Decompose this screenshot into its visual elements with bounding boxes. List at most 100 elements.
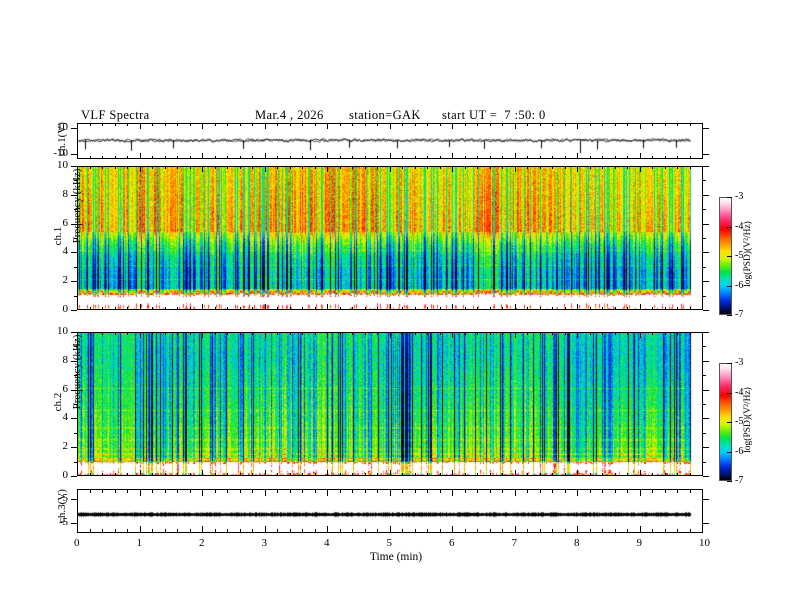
axis-tick [389,526,391,533]
axis-tick [652,166,653,169]
axis-tick [703,447,709,449]
axis-tick [414,332,416,335]
axis-tick [189,473,191,476]
axis-tick [289,473,291,476]
axis-tick [414,473,416,476]
axis-tick [127,332,128,335]
axis-tick [74,238,77,239]
axis-tick [439,529,441,533]
axis-tick [539,166,541,169]
axis-tick [464,332,466,335]
axis-tick [377,307,378,310]
axis-tick [439,489,441,493]
axis-tick-label: 5 [386,537,393,549]
axis-tick-label: 5 [62,491,69,504]
axis-tick [89,529,91,533]
colorbar-tick [727,256,732,257]
axis-tick [139,332,141,338]
ch1-waveform-trace [78,124,702,158]
axis-tick [564,473,566,476]
axis-tick [564,156,566,159]
axis-tick [703,266,706,268]
axis-tick [614,529,616,533]
axis-tick [74,461,77,463]
axis-tick [689,156,691,159]
axis-tick [189,123,191,126]
colorbar-tick [727,422,732,423]
axis-tick [364,332,366,335]
axis-tick [577,166,578,172]
axis-tick [74,209,77,211]
axis-tick [602,307,603,310]
axis-tick [77,123,78,129]
axis-tick [539,473,541,476]
axis-tick [339,473,341,476]
axis-tick [389,123,391,129]
axis-tick [414,123,416,126]
axis-tick [489,307,491,310]
axis-tick [514,470,516,476]
axis-tick [564,332,566,335]
axis-tick [452,489,453,496]
axis-tick [352,166,353,169]
colorbar-tick-label: -3 [735,357,744,368]
axis-tick [164,156,166,159]
axis-tick [264,526,266,533]
axis-tick-label: 0 [74,537,80,549]
axis-tick [614,473,616,476]
axis-tick [702,489,703,496]
axis-tick [239,473,241,476]
axis-tick [702,332,703,338]
axis-tick [102,156,103,159]
axis-tick [552,123,553,126]
axis-tick [703,223,709,225]
axis-tick [614,156,616,159]
axis-tick [102,489,103,493]
axis-tick [614,123,616,126]
axis-tick [202,526,203,533]
axis-tick [277,489,278,493]
axis-tick [227,123,228,126]
axis-tick [577,470,578,476]
axis-tick [339,489,341,493]
axis-tick [652,489,653,493]
axis-tick [152,332,153,335]
axis-tick [639,332,641,338]
title-start-ut: start UT = 7 :50: 0 [442,108,546,122]
axis-tick [414,156,416,159]
axis-tick [71,360,77,362]
axis-tick [614,166,616,169]
axis-tick [152,307,153,310]
axis-tick [71,223,77,225]
axis-tick [627,123,628,126]
axis-tick [252,307,253,310]
axis-tick [502,123,503,126]
axis-tick [502,156,503,159]
axis-tick [302,529,303,533]
axis-tick [74,432,77,434]
axis-tick [252,489,253,493]
axis-tick [102,332,103,335]
axis-tick-label: 7 [511,537,518,549]
axis-tick [71,281,77,283]
axis-tick [214,156,216,159]
axis-tick [539,489,541,493]
axis-tick [252,473,253,476]
axis-tick [452,123,453,129]
axis-tick [677,332,678,335]
axis-tick [652,307,653,310]
axis-tick [489,473,491,476]
axis-tick [489,123,491,126]
axis-tick [114,489,116,493]
axis-tick-label: 0 [62,303,69,315]
axis-tick [703,209,706,211]
axis-tick [164,489,166,493]
axis-tick [339,529,341,533]
axis-tick [427,332,428,335]
axis-tick [652,123,653,126]
axis-tick [689,166,691,169]
axis-tick [114,307,116,310]
axis-tick [214,332,216,335]
axis-tick [377,489,378,493]
